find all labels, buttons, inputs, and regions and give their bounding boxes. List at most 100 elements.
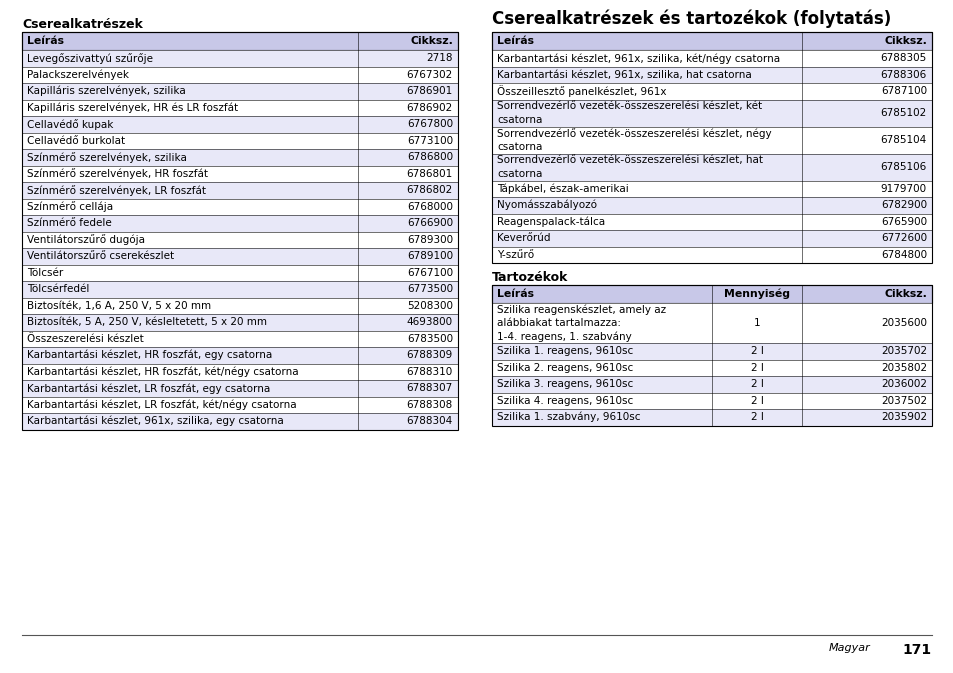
Text: 6788308: 6788308 [406, 400, 453, 410]
Bar [357, 100, 457, 116]
Bar [801, 67, 931, 83]
Bar [22, 347, 357, 363]
Bar [22, 67, 357, 83]
Text: Szilika 1. szabvány, 9610sc: Szilika 1. szabvány, 9610sc [497, 412, 639, 423]
Bar [711, 303, 801, 343]
Bar [22, 32, 357, 50]
Bar [801, 32, 931, 50]
Text: Kapilláris szerelvények, HR és LR foszfát: Kapilláris szerelvények, HR és LR foszfá… [27, 102, 238, 113]
Bar [492, 50, 801, 67]
Text: Leírás: Leírás [27, 36, 64, 46]
Bar [801, 359, 931, 376]
Text: 6789100: 6789100 [406, 251, 453, 261]
Text: Összeszerelési készlet: Összeszerelési készlet [27, 334, 144, 344]
Text: Kapilláris szerelvények, szilika: Kapilláris szerelvények, szilika [27, 86, 186, 96]
Text: Cikksz.: Cikksz. [883, 36, 926, 46]
Text: 6773100: 6773100 [406, 136, 453, 146]
Bar [357, 232, 457, 248]
Bar [801, 285, 931, 303]
Text: 5208300: 5208300 [407, 301, 453, 311]
Text: Színmérő szerelvények, HR foszfát: Színmérő szerelvények, HR foszfát [27, 168, 208, 179]
Text: Színmérő fedele: Színmérő fedele [27, 218, 112, 228]
Bar [801, 343, 931, 359]
Text: Tartozékok: Tartozékok [492, 271, 568, 284]
Text: Karbantartási készlet, 961x, szilika, két/négy csatorna: Karbantartási készlet, 961x, szilika, ké… [497, 53, 780, 63]
Text: Karbantartási készlet, HR foszfát, egy csatorna: Karbantartási készlet, HR foszfát, egy c… [27, 350, 272, 361]
Text: Szilika 3. reagens, 9610sc: Szilika 3. reagens, 9610sc [497, 380, 633, 389]
Text: Karbantartási készlet, 961x, szilika, hat csatorna: Karbantartási készlet, 961x, szilika, ha… [497, 70, 751, 79]
Text: 6767100: 6767100 [406, 268, 453, 278]
Bar [357, 413, 457, 429]
Text: 2037502: 2037502 [880, 396, 926, 406]
Bar [357, 248, 457, 264]
Text: Ventilátorszűrő dugója: Ventilátorszűrő dugója [27, 234, 145, 245]
Text: 6783500: 6783500 [406, 334, 453, 344]
Bar [22, 182, 357, 199]
Text: Szilika 2. reagens, 9610sc: Szilika 2. reagens, 9610sc [497, 363, 633, 373]
Bar [22, 32, 457, 50]
Text: 6788307: 6788307 [406, 383, 453, 393]
Text: Karbantartási készlet, HR foszfát, két/négy csatorna: Karbantartási készlet, HR foszfát, két/n… [27, 367, 298, 377]
Text: 6782900: 6782900 [880, 201, 926, 210]
Text: Biztosíték, 1,6 A, 250 V, 5 x 20 mm: Biztosíték, 1,6 A, 250 V, 5 x 20 mm [27, 301, 211, 311]
Bar [801, 392, 931, 409]
Bar [22, 83, 357, 100]
Bar [22, 314, 357, 330]
Bar [492, 213, 801, 230]
Text: 2 l: 2 l [750, 396, 762, 406]
Bar [22, 413, 357, 429]
Bar [801, 83, 931, 100]
Text: Szilika 1. reagens, 9610sc: Szilika 1. reagens, 9610sc [497, 346, 633, 356]
Text: 6786801: 6786801 [406, 169, 453, 179]
Text: 6788306: 6788306 [880, 70, 926, 79]
Bar [711, 392, 801, 409]
Bar [22, 264, 357, 281]
Text: Sorrendvezérlő vezeték-összeszerelési készlet, két
csatorna: Sorrendvezérlő vezeték-összeszerelési ké… [497, 102, 761, 125]
Bar [357, 166, 457, 182]
Bar [801, 230, 931, 246]
Bar [711, 285, 801, 303]
Bar [22, 116, 357, 133]
Bar [492, 197, 801, 213]
Bar [357, 314, 457, 330]
Bar [492, 343, 711, 359]
Bar [22, 50, 357, 67]
Bar [801, 303, 931, 343]
Text: 2035902: 2035902 [880, 413, 926, 422]
Bar [492, 100, 801, 127]
Bar [492, 285, 931, 303]
Text: Reagenspalack-tálca: Reagenspalack-tálca [497, 217, 604, 227]
Text: 2035802: 2035802 [880, 363, 926, 373]
Text: 6768000: 6768000 [407, 202, 453, 212]
Text: Színmérő szerelvények, LR foszfát: Színmérő szerelvények, LR foszfát [27, 185, 206, 196]
Bar [492, 246, 801, 263]
Text: Mennyiség: Mennyiség [723, 289, 789, 299]
Bar [801, 409, 931, 425]
Text: Karbantartási készlet, LR foszfát, egy csatorna: Karbantartási készlet, LR foszfát, egy c… [27, 383, 270, 394]
Bar [492, 359, 711, 376]
Text: 2 l: 2 l [750, 413, 762, 422]
Text: Sorrendvezérlő vezeték-összeszerelési készlet, négy
csatorna: Sorrendvezérlő vezeték-összeszerelési ké… [497, 128, 771, 152]
Bar [801, 213, 931, 230]
Text: 6785104: 6785104 [880, 135, 926, 145]
Text: 2 l: 2 l [750, 363, 762, 373]
Bar [357, 67, 457, 83]
Bar [801, 197, 931, 213]
Bar [801, 180, 931, 197]
Text: Karbantartási készlet, LR foszfát, két/négy csatorna: Karbantartási készlet, LR foszfát, két/n… [27, 400, 296, 410]
Bar [801, 153, 931, 180]
Text: 2718: 2718 [426, 53, 453, 63]
Bar [22, 215, 357, 232]
Text: Keverőrúd: Keverőrúd [497, 234, 550, 243]
Bar [357, 182, 457, 199]
Bar [711, 343, 801, 359]
Text: Cellavédő kupak: Cellavédő kupak [27, 118, 113, 130]
Text: 2036002: 2036002 [880, 380, 926, 389]
Text: Leírás: Leírás [497, 36, 534, 46]
Bar [22, 100, 357, 116]
Bar [357, 215, 457, 232]
Text: Cellavédő burkolat: Cellavédő burkolat [27, 136, 125, 146]
Bar [492, 285, 931, 425]
Text: 6765900: 6765900 [880, 217, 926, 227]
Text: Leírás: Leírás [497, 289, 534, 299]
